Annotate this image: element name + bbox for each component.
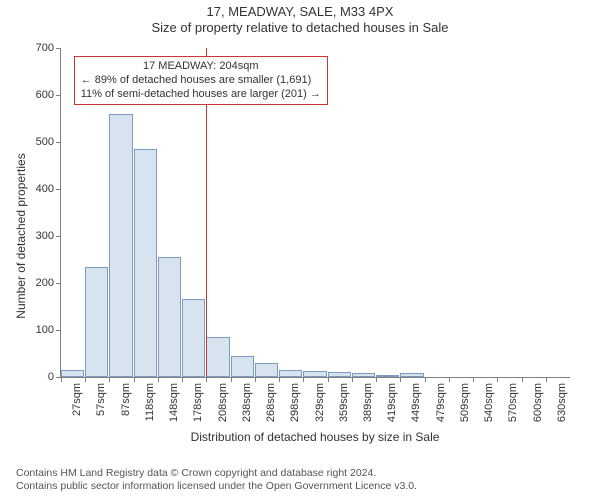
x-tick-label: 540sqm — [483, 383, 495, 422]
x-tick-label: 208sqm — [217, 383, 229, 422]
histogram-bar — [61, 370, 84, 377]
page-title-line2: Size of property relative to detached ho… — [0, 20, 600, 35]
histogram-bar — [328, 372, 351, 377]
histogram-bar — [158, 257, 181, 377]
footer-line1: Contains HM Land Registry data © Crown c… — [16, 467, 417, 481]
y-axis-label: Number of detached properties — [14, 71, 28, 236]
x-tick-label: 359sqm — [338, 383, 350, 422]
histogram-bar — [303, 371, 326, 377]
x-tick — [85, 377, 86, 382]
annotation-line: 11% of semi-detached houses are larger (… — [81, 88, 321, 102]
x-tick — [206, 377, 207, 382]
x-tick — [279, 377, 280, 382]
y-tick-label: 0 — [48, 371, 61, 383]
x-tick-label: 178sqm — [192, 383, 204, 422]
y-tick-label: 200 — [36, 277, 61, 289]
x-tick — [497, 377, 498, 382]
x-tick-label: 298sqm — [289, 383, 301, 422]
x-tick — [109, 377, 110, 382]
histogram-bar — [279, 370, 302, 377]
x-tick — [449, 377, 450, 382]
x-tick-label: 449sqm — [410, 383, 422, 422]
page-title-line1: 17, MEADWAY, SALE, M33 4PX — [0, 4, 600, 19]
x-tick-label: 238sqm — [241, 383, 253, 422]
histogram-bar — [255, 363, 278, 377]
x-tick-label: 630sqm — [556, 383, 568, 422]
histogram-bar — [109, 114, 132, 377]
chart: Number of detached properties 0100200300… — [0, 38, 600, 448]
histogram-bar — [85, 267, 108, 377]
x-tick-label: 57sqm — [95, 383, 107, 416]
x-tick — [182, 377, 183, 382]
histogram-bar — [400, 373, 423, 377]
x-tick — [522, 377, 523, 382]
x-tick — [473, 377, 474, 382]
x-tick — [231, 377, 232, 382]
histogram-bar — [376, 375, 399, 377]
x-tick — [61, 377, 62, 382]
histogram-bar — [352, 373, 375, 377]
annotation-box: 17 MEADWAY: 204sqm← 89% of detached hous… — [74, 56, 328, 105]
x-tick-label: 479sqm — [435, 383, 447, 422]
x-tick — [546, 377, 547, 382]
x-tick — [158, 377, 159, 382]
x-tick-label: 389sqm — [362, 383, 374, 422]
x-tick-label: 509sqm — [459, 383, 471, 422]
x-tick-label: 27sqm — [71, 383, 83, 416]
y-tick-label: 300 — [36, 230, 61, 242]
x-tick — [328, 377, 329, 382]
histogram-bar — [206, 337, 229, 377]
x-tick-label: 600sqm — [532, 383, 544, 422]
x-tick-label: 268sqm — [265, 383, 277, 422]
x-tick-label: 570sqm — [507, 383, 519, 422]
x-tick-label: 419sqm — [386, 383, 398, 422]
x-tick — [400, 377, 401, 382]
annotation-line: 17 MEADWAY: 204sqm — [81, 60, 321, 74]
footer: Contains HM Land Registry data © Crown c… — [16, 467, 417, 494]
y-tick-label: 500 — [36, 136, 61, 148]
x-tick — [255, 377, 256, 382]
x-tick — [303, 377, 304, 382]
histogram-bar — [231, 356, 254, 377]
x-tick — [376, 377, 377, 382]
y-tick-label: 400 — [36, 183, 61, 195]
titles: 17, MEADWAY, SALE, M33 4PX Size of prope… — [0, 4, 600, 35]
x-tick-label: 118sqm — [144, 383, 156, 421]
x-axis-label: Distribution of detached houses by size … — [60, 430, 570, 444]
x-tick — [425, 377, 426, 382]
y-tick-label: 700 — [36, 42, 61, 54]
x-tick-label: 148sqm — [168, 383, 180, 422]
histogram-bar — [182, 299, 205, 377]
histogram-bar — [134, 149, 157, 377]
annotation-line: ← 89% of detached houses are smaller (1,… — [81, 74, 321, 88]
x-tick-label: 87sqm — [120, 383, 132, 416]
y-tick-label: 600 — [36, 89, 61, 101]
footer-line2: Contains public sector information licen… — [16, 480, 417, 494]
y-tick-label: 100 — [36, 324, 61, 336]
x-tick-label: 329sqm — [314, 383, 326, 422]
plot-area: 010020030040050060070027sqm57sqm87sqm118… — [60, 48, 570, 378]
x-tick — [352, 377, 353, 382]
x-tick — [134, 377, 135, 382]
